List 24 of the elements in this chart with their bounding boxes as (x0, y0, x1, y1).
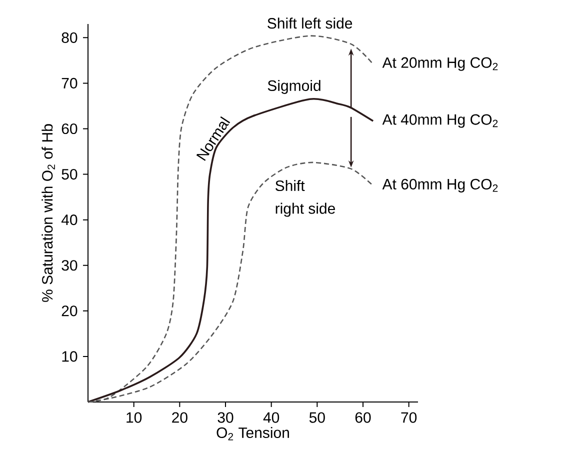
series-label: At 20mm Hg CO$_{2}$ (382, 57, 498, 71)
y-tick-label: 50 (62, 168, 78, 180)
series-label: At 60mm Hg CO$_{2}$ (382, 178, 498, 192)
series-label: At 40mm Hg CO$_{2}$ (382, 114, 498, 128)
annotation: Shift (276, 180, 305, 192)
y-tick-label: 40 (61, 214, 78, 226)
y-axis-title: % Saturation with O$_{2}$ of Hb (42, 124, 55, 302)
x-tick-label: 20 (172, 412, 188, 423)
y-tick-label: 60 (62, 123, 78, 134)
x-tick-label: 40 (263, 412, 280, 423)
y-tick-label: 30 (62, 260, 78, 271)
y-tick-label: 10 (62, 351, 78, 362)
x-axis-title: O$_{2}$ Tension (216, 427, 289, 440)
annotation: right side (276, 202, 335, 217)
y-tick-label: 70 (62, 78, 78, 89)
x-tick-label: 50 (309, 412, 325, 423)
y-tick-label: 80 (62, 32, 78, 43)
annotation: Shift left side (268, 18, 352, 29)
x-tick-label: 60 (355, 412, 371, 423)
x-tick-label: 30 (218, 412, 234, 423)
y-tick-label: 20 (62, 306, 78, 316)
annotation: Sigmoid (268, 80, 320, 94)
x-tick-label: 10 (126, 412, 142, 423)
x-tick-label: 70 (401, 412, 417, 423)
